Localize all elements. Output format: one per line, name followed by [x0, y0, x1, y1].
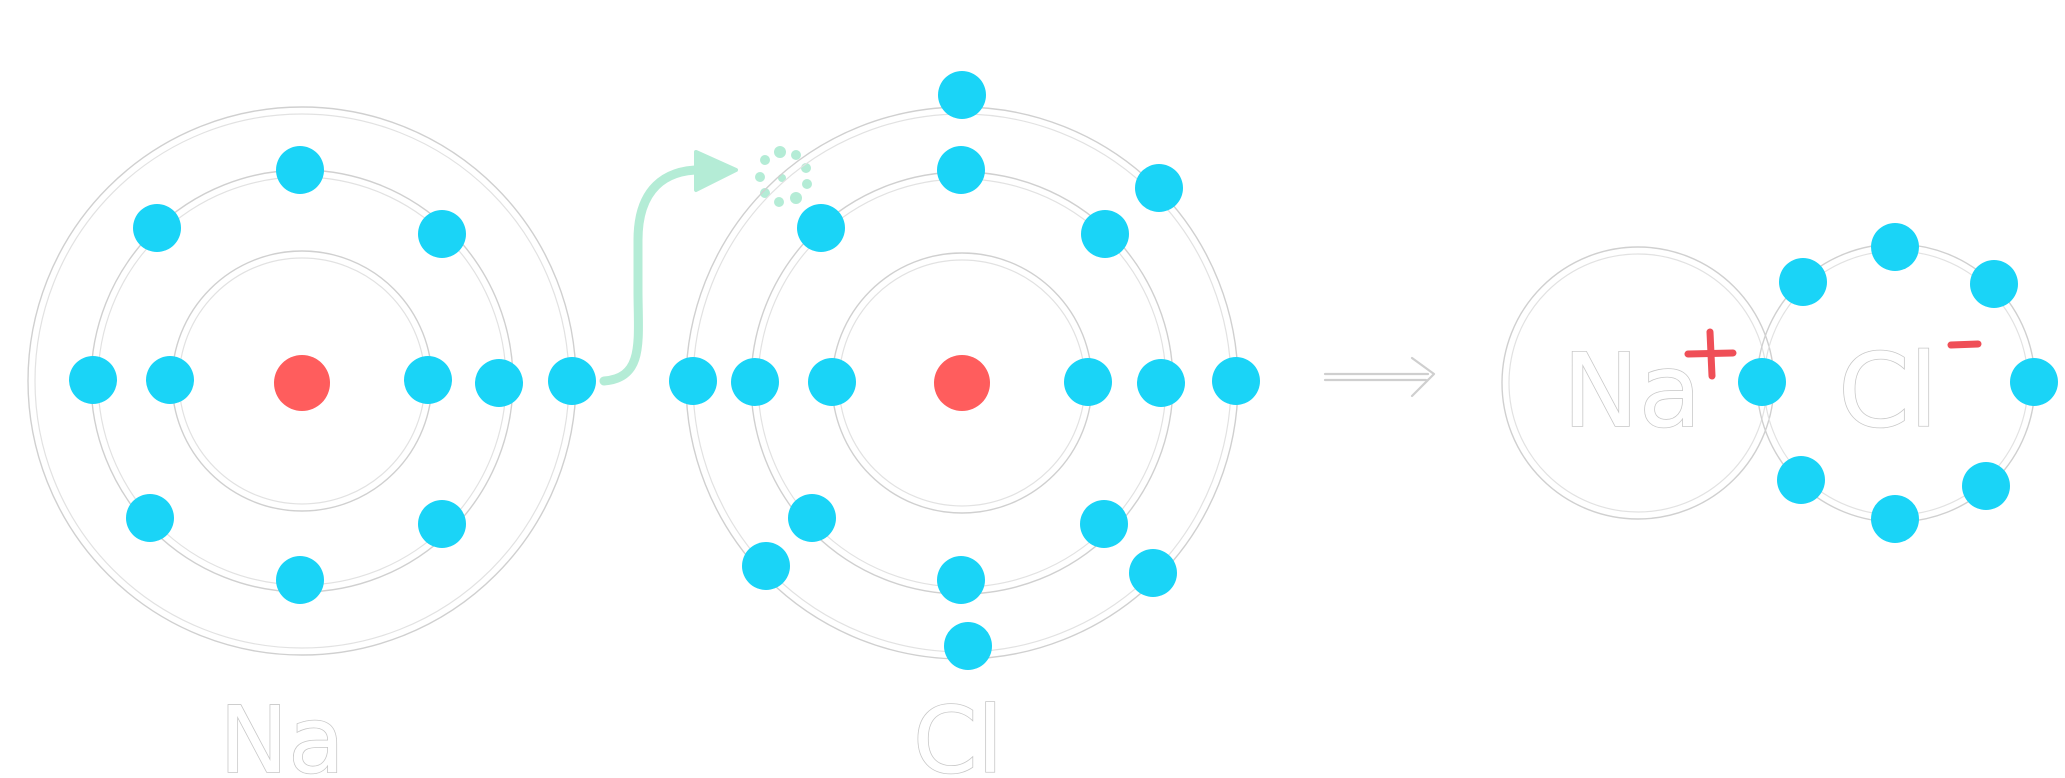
electron — [146, 356, 194, 404]
electron — [1962, 462, 2010, 510]
sodium-nucleus — [274, 355, 330, 411]
sodium-electrons — [69, 146, 596, 604]
electron — [276, 556, 324, 604]
electron — [938, 71, 986, 119]
sodium-valence-electron — [548, 357, 596, 405]
positive-charge-icon — [1684, 328, 1737, 380]
chloride-electrons — [1738, 223, 2058, 543]
electron — [69, 356, 117, 404]
electron — [1779, 258, 1827, 306]
chlorine-atom: Cl — [669, 71, 1260, 778]
electron — [1738, 358, 1786, 406]
chlorine-label: Cl — [913, 687, 1003, 778]
transfer-arrow-path — [599, 165, 711, 386]
electron — [418, 210, 466, 258]
electron — [731, 358, 779, 406]
electron — [1777, 456, 1825, 504]
electron — [742, 542, 790, 590]
electron — [126, 494, 174, 542]
electron — [944, 622, 992, 670]
chloride-ion-label: Cl — [1838, 332, 1938, 451]
electron — [404, 356, 452, 404]
electron — [937, 556, 985, 604]
electron — [1129, 549, 1177, 597]
sodium-label: Na — [219, 687, 344, 778]
chlorine-nucleus — [934, 355, 990, 411]
electron — [475, 359, 523, 407]
sodium-atom: Na — [27, 106, 596, 778]
chlorine-electrons — [669, 71, 1260, 670]
electron — [1081, 210, 1129, 258]
electron — [1137, 359, 1185, 407]
electron — [418, 500, 466, 548]
electron — [669, 357, 717, 405]
electron — [1080, 500, 1128, 548]
electron — [1970, 260, 2018, 308]
electron — [276, 146, 324, 194]
electron — [2010, 358, 2058, 406]
chloride-ion-charge: − — [1960, 349, 1961, 351]
sodium-ion: Na + — [1501, 246, 1775, 520]
sodium-chloride-product: Na + Cl − — [1501, 223, 2058, 543]
electron — [1135, 164, 1183, 212]
electron — [797, 204, 845, 252]
electron — [1064, 358, 1112, 406]
electron-placeholder-dots — [755, 146, 812, 207]
electron — [1212, 357, 1260, 405]
electron — [937, 146, 985, 194]
electron — [133, 204, 181, 252]
transfer-arrowhead — [694, 150, 738, 192]
electron — [1871, 495, 1919, 543]
curved-arrow-icon — [599, 146, 812, 386]
electron — [788, 494, 836, 542]
right-arrow-icon — [1323, 356, 1436, 398]
electron — [808, 358, 856, 406]
chloride-ion: Cl − — [1738, 223, 2058, 543]
negative-charge-icon — [1947, 340, 1982, 349]
sodium-ion-label: Na — [1563, 332, 1702, 451]
electron — [1871, 223, 1919, 271]
